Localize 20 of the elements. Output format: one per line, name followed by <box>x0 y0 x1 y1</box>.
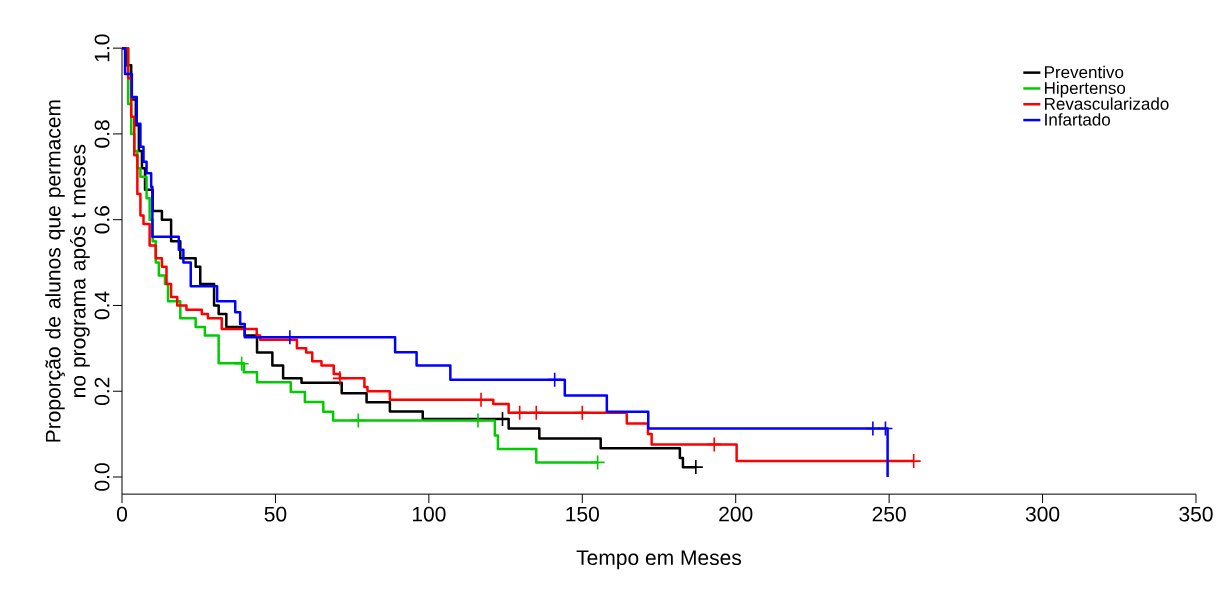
y-axis-title: Proporção de alunos que permacem no programa após t meses <box>45 100 90 442</box>
x-tick-label: 150 <box>566 506 599 522</box>
legend-label: Preventivo <box>1045 65 1124 79</box>
y-tick-label: 0.8 <box>94 120 110 148</box>
y-tick-label: 0.0 <box>94 463 110 491</box>
x-axis-title: Tempo em Meses <box>576 550 742 570</box>
x-tick-label: 50 <box>264 506 287 522</box>
x-tick-label: 350 <box>1179 506 1213 522</box>
legend-label: Infartado <box>1045 113 1111 126</box>
x-tick-label: 0 <box>116 506 128 522</box>
x-tick-label: 300 <box>1025 506 1060 522</box>
x-tick-label: 200 <box>719 506 753 522</box>
y-tick-label: 0.6 <box>94 206 110 234</box>
y-tick-label: 0.4 <box>94 291 110 320</box>
x-tick-label: 100 <box>412 506 446 522</box>
x-tick-label: 250 <box>872 506 906 522</box>
legend-label: Hipertenso <box>1045 81 1126 98</box>
legend-label: Revascularizado <box>1045 97 1169 110</box>
y-tick-label: 0.2 <box>94 377 110 405</box>
y-tick-label: 1.0 <box>94 34 110 62</box>
